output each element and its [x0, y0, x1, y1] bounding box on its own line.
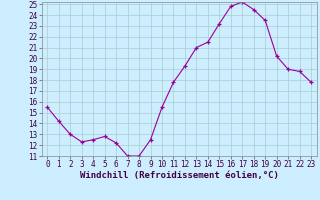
- X-axis label: Windchill (Refroidissement éolien,°C): Windchill (Refroidissement éolien,°C): [80, 171, 279, 180]
